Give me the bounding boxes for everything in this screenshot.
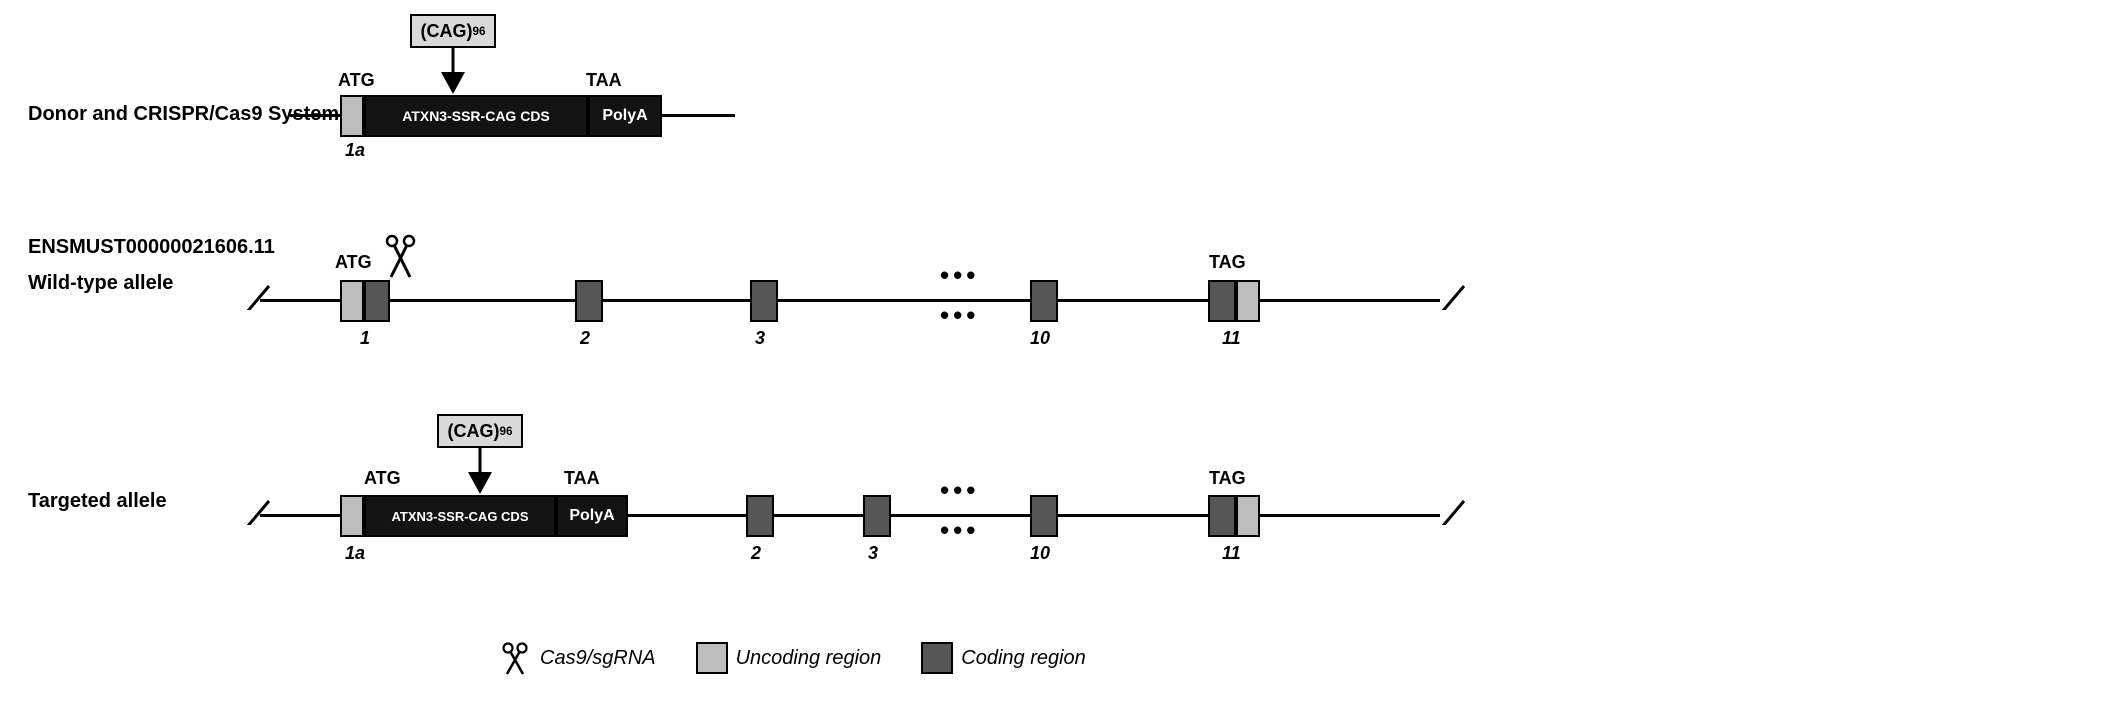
wild-exon1-coding (364, 280, 390, 322)
wild-exon3-coding (750, 280, 778, 322)
targeted-row-label: Targeted allele (28, 490, 167, 513)
legend-coding-label: Coding region (961, 647, 1086, 670)
targeted-exon11-uncoding (1236, 495, 1260, 537)
donor-cag-sub: 96 (472, 25, 485, 38)
targeted-dots-bottom: ••• (940, 515, 979, 546)
legend-uncoding-box (696, 642, 728, 674)
legend-item-uncoding: Uncoding region (696, 642, 882, 674)
wild-atg-label: ATG (335, 252, 372, 273)
targeted-taa-label: TAA (564, 468, 600, 489)
targeted-exon10-coding (1030, 495, 1058, 537)
wild-exon1-uncoding (340, 280, 364, 322)
wild-line (260, 299, 1440, 302)
wild-exon10-number: 10 (1030, 328, 1050, 349)
wild-exon2-coding (575, 280, 603, 322)
wild-exon10-coding (1030, 280, 1058, 322)
targeted-exon11-number: 11 (1222, 543, 1241, 564)
targeted-uncoding-exon1a (340, 495, 364, 537)
legend-uncoding-label: Uncoding region (736, 647, 882, 670)
donor-cag-text: (CAG) (420, 21, 472, 42)
legend-coding-box (921, 642, 953, 674)
wild-tag-label: TAG (1209, 252, 1246, 273)
wild-exon1-number: 1 (360, 328, 370, 349)
wild-exon11-coding (1208, 280, 1236, 322)
legend-item-coding: Coding region (921, 642, 1086, 674)
donor-polya-box: PolyA (588, 95, 662, 137)
legend-item-scissors: Cas9/sgRNA (500, 640, 656, 676)
donor-taa-label: TAA (586, 70, 622, 91)
donor-uncoding-exon1a (340, 95, 364, 137)
donor-cag-arrow-icon (438, 48, 468, 96)
legend-scissors-icon (500, 640, 532, 676)
donor-exon1a-number: 1a (345, 140, 365, 161)
targeted-dots-top: ••• (940, 475, 979, 506)
targeted-cag-sub: 96 (499, 425, 512, 438)
wild-dots-bottom: ••• (940, 300, 979, 331)
donor-cag-box: (CAG)96 (410, 14, 496, 48)
targeted-exon2-number: 2 (751, 543, 761, 564)
targeted-exon11-coding (1208, 495, 1236, 537)
targeted-cag-arrow-icon (465, 448, 495, 496)
wild-exon11-uncoding (1236, 280, 1260, 322)
targeted-exon2-coding (746, 495, 774, 537)
legend: Cas9/sgRNA Uncoding region Coding region (500, 640, 1086, 676)
targeted-cag-box: (CAG)96 (437, 414, 523, 448)
targeted-slash-left-icon (243, 495, 273, 525)
targeted-tag-label: TAG (1209, 468, 1246, 489)
legend-scissors-label: Cas9/sgRNA (540, 647, 656, 670)
targeted-exon1a-number: 1a (345, 543, 365, 564)
wild-exon3-number: 3 (755, 328, 765, 349)
targeted-exon10-number: 10 (1030, 543, 1050, 564)
wild-exon11-number: 11 (1222, 328, 1241, 349)
targeted-atg-label: ATG (364, 468, 401, 489)
wild-exon2-number: 2 (580, 328, 590, 349)
targeted-polya-box: PolyA (556, 495, 628, 537)
targeted-exon3-coding (863, 495, 891, 537)
targeted-cds-box: ATXN3-SSR-CAG CDS (364, 495, 556, 537)
wild-type-id-label: ENSMUST00000021606.11 (28, 236, 275, 259)
donor-cds-box: ATXN3-SSR-CAG CDS (364, 95, 588, 137)
targeted-slash-right-icon (1438, 495, 1468, 525)
wild-type-row-label: Wild-type allele (28, 272, 173, 295)
scissors-icon (383, 232, 427, 280)
wild-slash-left-icon (243, 280, 273, 310)
targeted-cag-text: (CAG) (447, 421, 499, 442)
targeted-exon3-number: 3 (868, 543, 878, 564)
wild-dots-top: ••• (940, 260, 979, 291)
donor-atg-label: ATG (338, 70, 375, 91)
diagram-canvas: Donor and CRISPR/Cas9 System ENSMUST0000… (0, 0, 2102, 713)
wild-slash-right-icon (1438, 280, 1468, 310)
